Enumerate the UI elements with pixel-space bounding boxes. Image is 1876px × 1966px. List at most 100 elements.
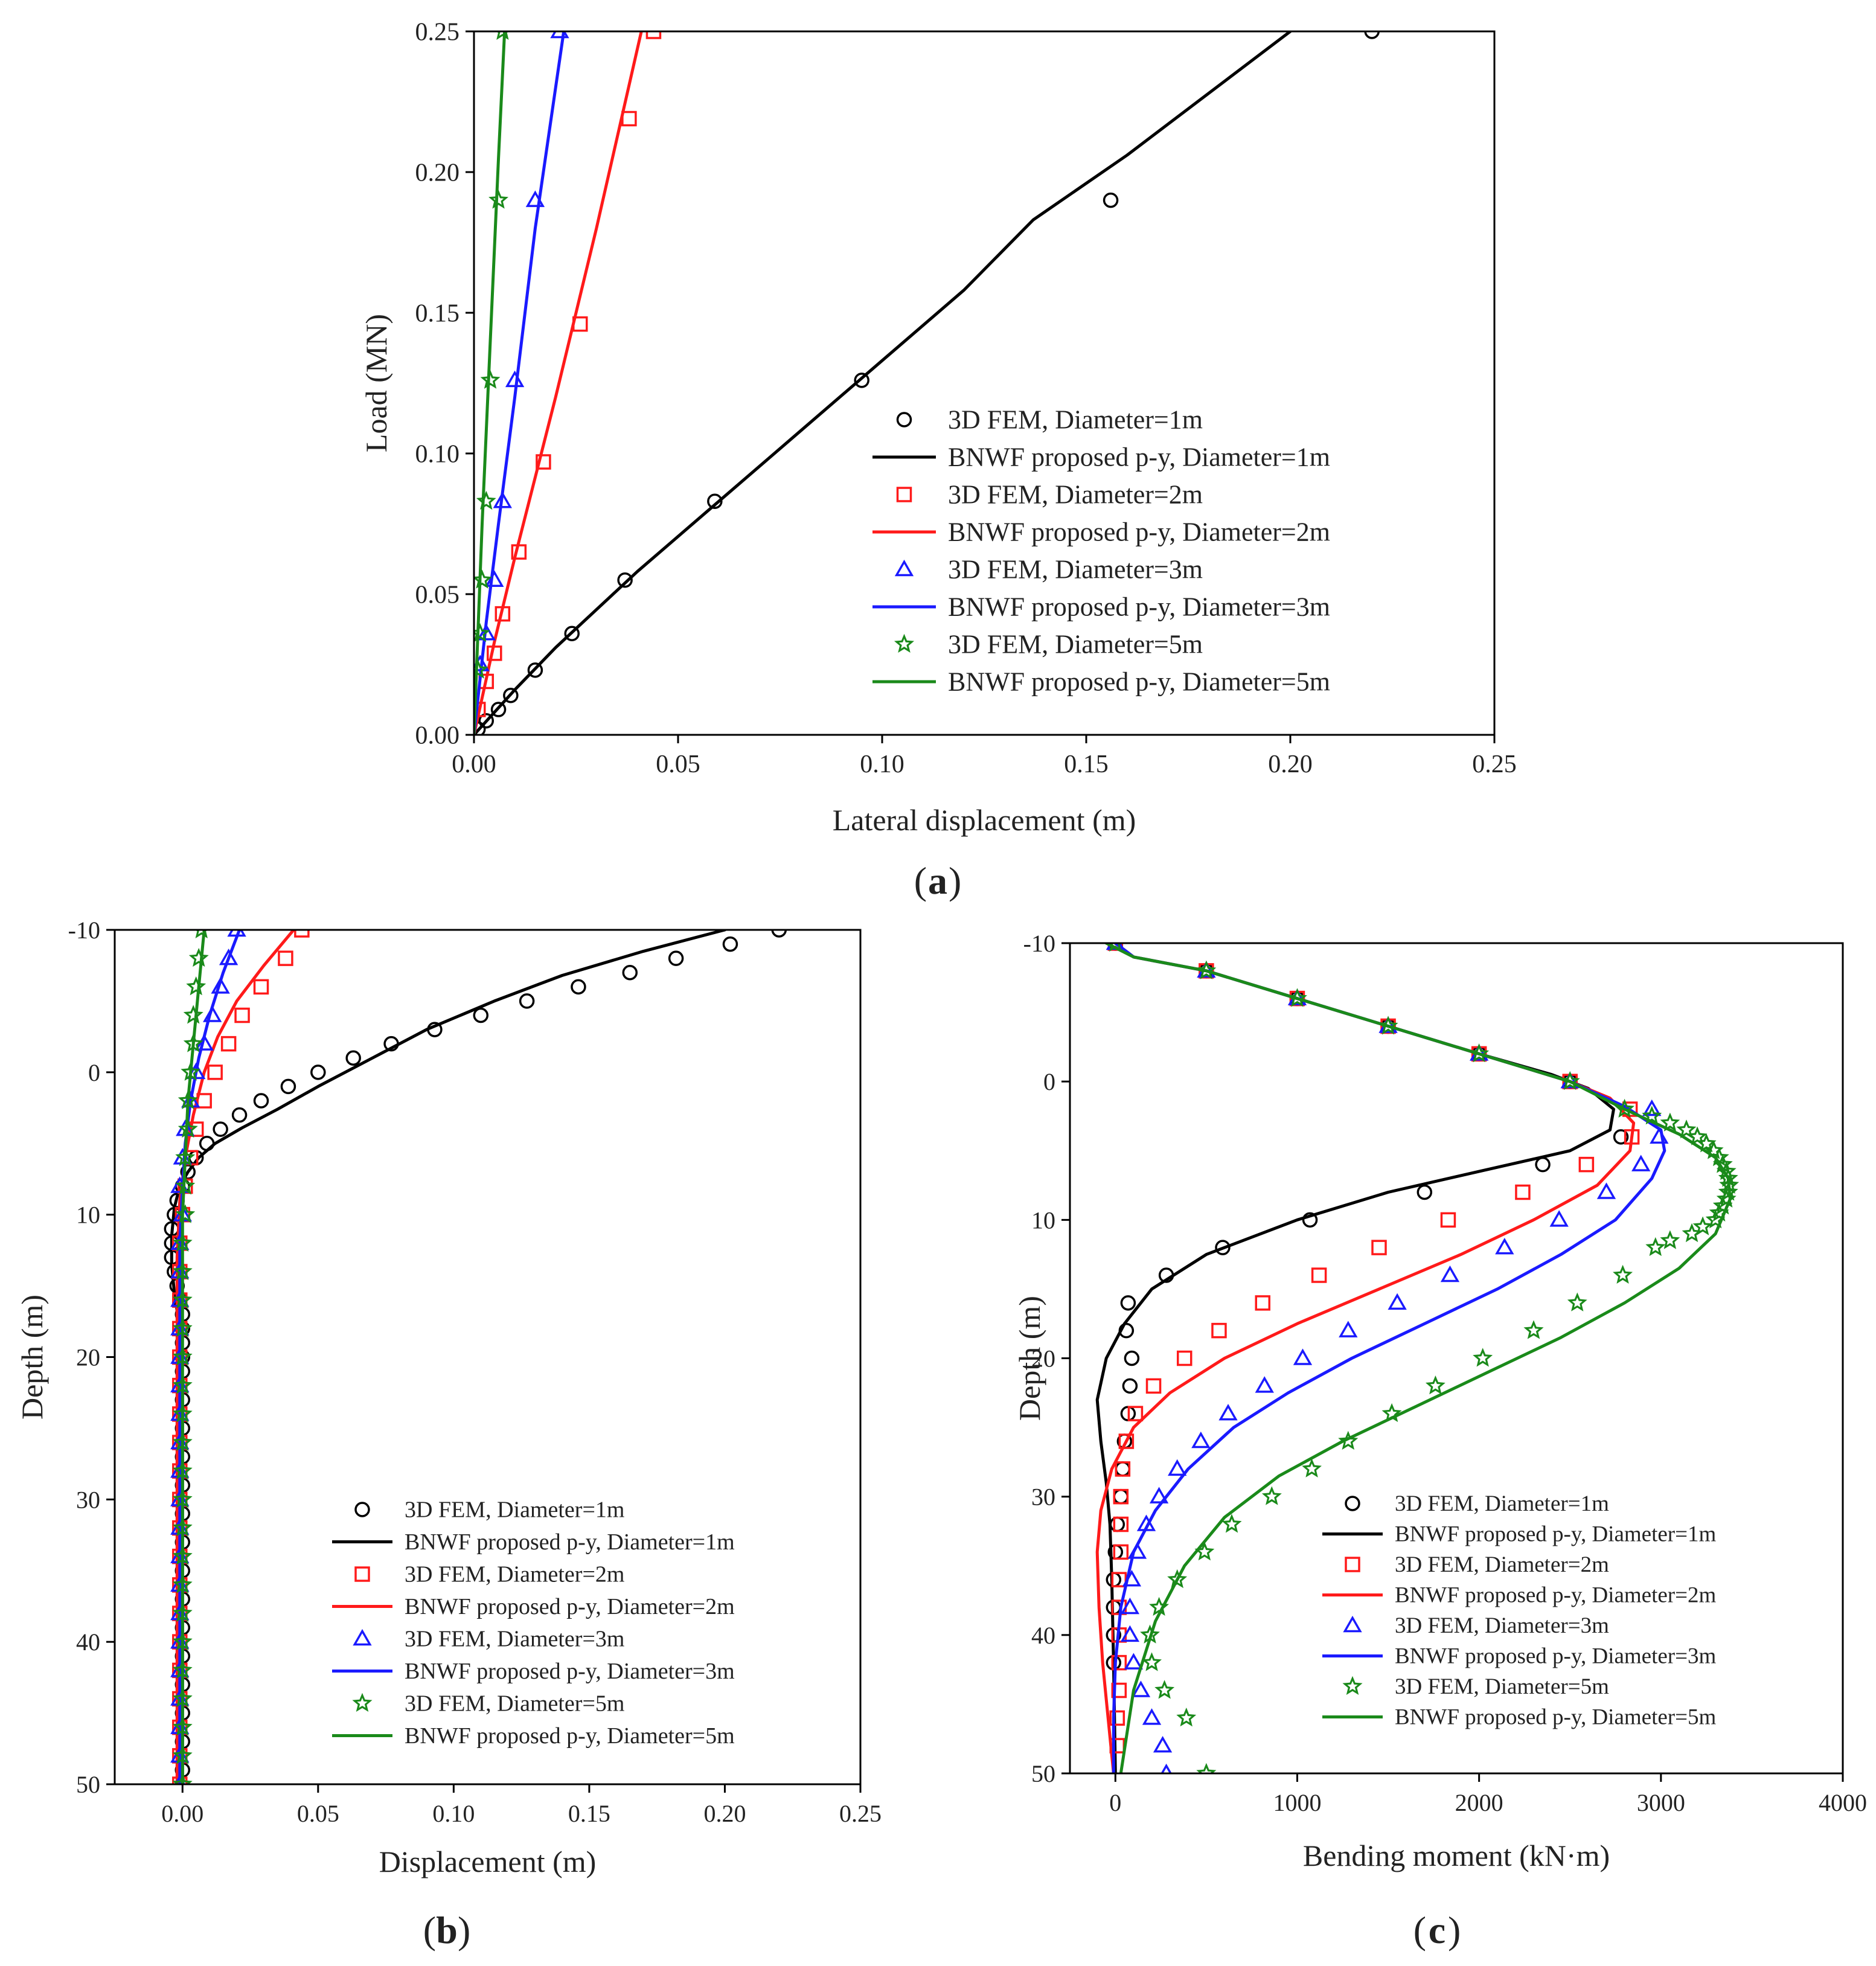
panel-a-x-tick-label: 0.15: [1064, 751, 1109, 778]
panel-b-legend-entry-8: BNWF proposed p-y, Diameter=5m: [332, 1723, 735, 1749]
panel-b-legend-entry-7-label: 3D FEM, Diameter=5m: [405, 1691, 624, 1717]
panel-c-series-1-point: [1122, 1378, 1138, 1394]
panel-a-legend-entry-1-swatch: [896, 412, 912, 427]
panel-a-legend-entry-2: BNWF proposed p-y, Diameter=1m: [872, 443, 1330, 472]
panel-c-series-5-point: [1596, 1182, 1616, 1199]
panel-c-x-tick-label: 2000: [1455, 1789, 1503, 1816]
panel-b-legend-entry-2-label: BNWF proposed p-y, Diameter=1m: [405, 1529, 735, 1555]
panel-c-series-7-point: [1642, 1106, 1662, 1125]
panel-a-series-7-point: [474, 569, 493, 589]
panel-c-series-7-point: [1302, 1458, 1322, 1478]
panel-c-series-3-point: [1371, 1240, 1387, 1255]
panel-c-y-tick-label: 20: [1031, 1345, 1055, 1372]
panel-c-legend-entry-2: BNWF proposed p-y, Diameter=1m: [1322, 1522, 1716, 1547]
panel-c-series-7-point: [1473, 1348, 1493, 1367]
panel-a-y-tick-label: 0.25: [415, 19, 460, 46]
svg-text:(: (: [1413, 1909, 1426, 1952]
panel-a-legend-entry-6-label: BNWF proposed p-y, Diameter=3m: [948, 592, 1330, 622]
panel-c-series-7-point: [1692, 1216, 1713, 1235]
panel-c-series-5-point: [1124, 1653, 1144, 1670]
panel-a-series-1-point: [564, 626, 580, 641]
panel-a-series-5-point: [493, 492, 512, 508]
panel-a-legend-entry-6: BNWF proposed p-y, Diameter=3m: [872, 592, 1330, 622]
panel-c-series-7-point: [1676, 1119, 1697, 1139]
panel-c-series-5-point: [1142, 1708, 1162, 1725]
panel-c-series-5-point: [1440, 1265, 1460, 1282]
panel-a-x-tick-label: 0.20: [1268, 751, 1313, 778]
panel-a-series-7-point: [488, 190, 509, 209]
panel-c-series-5-point: [1549, 1210, 1569, 1227]
panel-b-series-1-point: [519, 993, 535, 1009]
panel-c-series-1-point: [1417, 1184, 1433, 1200]
panel-a-series-1-point: [503, 688, 519, 703]
panel-c-series-3-point: [1115, 1461, 1131, 1477]
panel-c-series-5-point: [1642, 1099, 1662, 1116]
panel-b-legend-entry-3-label: 3D FEM, Diameter=2m: [405, 1562, 624, 1587]
panel-a-legend-entry-4-label: BNWF proposed p-y, Diameter=2m: [948, 517, 1330, 547]
panel-a-legend-entry-5: 3D FEM, Diameter=3m: [894, 555, 1203, 584]
panel-b-series-3-point: [178, 1178, 193, 1194]
panel-c-series-7-point: [1613, 1264, 1633, 1284]
panel-c-series-7-point: [1167, 1569, 1188, 1589]
panel-a-series-5-point: [550, 31, 569, 39]
panel-a-series-7-point: [476, 490, 496, 510]
panel-b-series-1-point: [253, 1093, 269, 1109]
panel-b-series-5-point: [219, 948, 239, 965]
svg-text:c: c: [1429, 1909, 1445, 1952]
panel-a-series-1-point: [478, 712, 495, 729]
panel-a-legend-entry-1-label: 3D FEM, Diameter=1m: [948, 405, 1203, 435]
panel-c-series-7-point: [1523, 1320, 1544, 1339]
panel-c-series-3-point: [1255, 1295, 1270, 1311]
panel-b-series-1-point: [668, 950, 684, 966]
panel-c-series-7-point: [1645, 1237, 1666, 1257]
panel-c-legend-entry-3-label: 3D FEM, Diameter=2m: [1395, 1552, 1609, 1577]
panel-c-series-5-point: [1255, 1376, 1274, 1393]
panel-c-legend-entry-1: 3D FEM, Diameter=1m: [1345, 1491, 1609, 1516]
panel-a-axes-frame: [473, 30, 1496, 736]
panel-a-y-tick-label: 0.00: [415, 722, 460, 750]
panel-c-series-7-point: [1338, 1430, 1359, 1450]
panel-a-legend-entry-3-swatch: [896, 487, 912, 502]
panel-a-series-1-markers: [474, 31, 1380, 735]
panel-b-legend-entry-3: 3D FEM, Diameter=2m: [354, 1562, 624, 1587]
panel-a-y-tick-label: 0.10: [415, 441, 460, 469]
panel-b-series-1-point: [771, 930, 787, 938]
panel-c-series-7-point: [1660, 1230, 1680, 1249]
panel-a-series-7-point: [496, 31, 509, 40]
svg-text:a: a: [928, 859, 947, 902]
panel-a-x-tick-label: 0.10: [860, 751, 904, 778]
panel-b-legend-entry-8-label: BNWF proposed p-y, Diameter=5m: [405, 1723, 735, 1749]
panel-c-legend-entry-1-swatch: [1345, 1496, 1360, 1511]
panel-c-y-tick-label: -10: [1023, 930, 1055, 957]
panel-b: 0.00 0.05 0.10 0.15 0.20 0.25 -1001020304050 …: [15, 917, 882, 1952]
panel-c-series-1-point: [1124, 1350, 1140, 1366]
panel-c-series-1-point: [1302, 1212, 1318, 1228]
panel-c-y-ticks: -10 0 10 20 30 40 50: [1023, 930, 1070, 1787]
panel-a-legend-entry-1: 3D FEM, Diameter=1m: [896, 405, 1203, 435]
panel-b-series-3-point: [207, 1065, 223, 1080]
panel-a-x-tick-label: 0.25: [1472, 751, 1517, 778]
svg-text:(: (: [914, 859, 927, 902]
panel-c-series-3-point: [1113, 1516, 1129, 1532]
panel-a-y-tick-label: 0.20: [415, 159, 460, 187]
panel-c-legend-entry-3-swatch: [1345, 1557, 1360, 1572]
panel-c-legend-entry-4: BNWF proposed p-y, Diameter=2m: [1322, 1583, 1716, 1608]
panel-c-series-3-point: [1109, 1710, 1125, 1726]
panel-c-legend-entry-3: 3D FEM, Diameter=2m: [1345, 1552, 1609, 1577]
panel-c-y-tick-label: 50: [1031, 1760, 1055, 1787]
panel-b-x-tick-label: 0.15: [568, 1800, 610, 1827]
panel-a-series-8-line: [474, 31, 507, 735]
panel-b-series-3-point: [220, 1036, 237, 1052]
panel-b-series-3-point: [234, 1007, 250, 1023]
panel-a-legend-entry-8-label: BNWF proposed p-y, Diameter=5m: [948, 667, 1330, 697]
panel-c-series-5-point: [1191, 1431, 1211, 1449]
panel-c-series-5-point: [1168, 1459, 1187, 1476]
panel-c-series-5-point: [1495, 1237, 1514, 1255]
panel-c-x-tick-label: 4000: [1819, 1789, 1867, 1816]
panel-b-series-1-point: [722, 936, 738, 952]
panel-b-legend: 3D FEM, Diameter=1m BNWF proposed p-y, Di…: [332, 1497, 735, 1749]
panel-a-legend-entry-5-swatch: [894, 559, 914, 577]
panel-a-series-7-point: [474, 659, 488, 679]
panel-c-y-tick-label: 40: [1031, 1622, 1055, 1649]
panel-c-series-5-point: [1131, 1680, 1151, 1697]
